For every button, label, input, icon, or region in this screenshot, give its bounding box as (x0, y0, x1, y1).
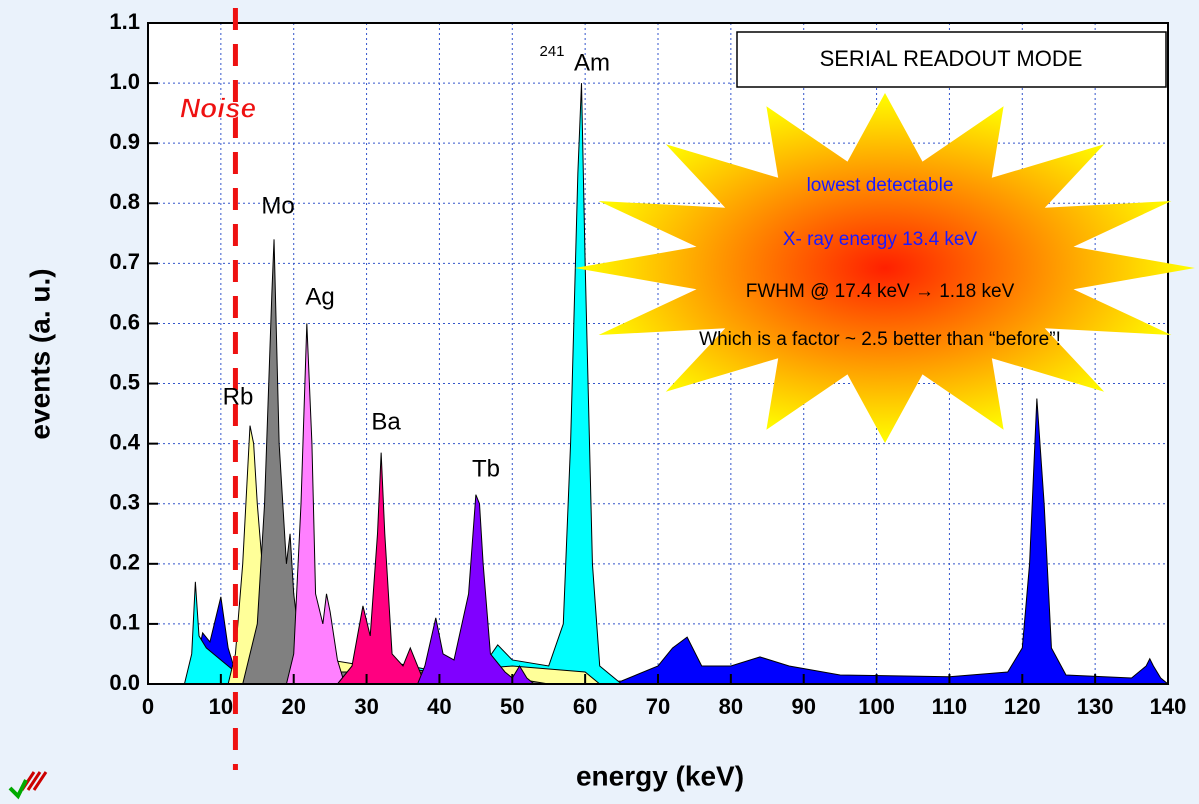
peak-label: Tb (472, 455, 500, 482)
logo-check (8, 779, 28, 800)
peak-label: Rb (223, 383, 254, 410)
y-tick-label: 0.0 (109, 670, 140, 695)
mode-box (736, 31, 1167, 88)
peak-label: Am (574, 49, 610, 76)
peak-label: Ba (371, 408, 401, 435)
x-axis-label: energy (keV) (576, 760, 744, 791)
peak-label: Mo (261, 192, 294, 219)
spectrum-area (285, 323, 346, 685)
callout-line: FWHM @ 17.4 keV → 1.18 keV (746, 281, 1015, 302)
x-tick-label: 90 (791, 694, 815, 719)
x-tick-label: 120 (1004, 694, 1041, 719)
spectrum-area (336, 452, 426, 685)
mode-label: SERIAL READOUT MODE (820, 46, 1083, 71)
x-tick-label: 110 (932, 694, 968, 719)
x-tick-label: 80 (719, 694, 743, 719)
starburst (575, 93, 1195, 443)
y-tick-label: 1.1 (109, 9, 140, 34)
x-tick-label: 140 (1150, 694, 1187, 719)
y-tick-label: 0.2 (109, 550, 140, 575)
callout-line: lowest detectable (807, 175, 954, 196)
x-tick-label: 0 (142, 694, 154, 719)
y-tick-label: 0.9 (109, 129, 140, 154)
y-axis-label: events (a. u.) (24, 268, 55, 439)
peak-label: Ag (305, 283, 334, 310)
noise-label: Noise (180, 92, 256, 123)
mass-number: 241 (539, 43, 564, 60)
spectrum-area (416, 494, 536, 685)
y-tick-label: 0.1 (109, 610, 140, 635)
x-tick-label: 70 (646, 694, 670, 719)
x-tick-label: 30 (354, 694, 378, 719)
y-tick-label: 0.6 (109, 309, 140, 334)
x-tick-label: 60 (573, 694, 597, 719)
callout-line: X- ray energy 13.4 keV (783, 229, 978, 250)
y-tick-label: 1.0 (109, 69, 140, 94)
x-tick-label: 10 (209, 694, 233, 719)
x-tick-label: 130 (1077, 694, 1114, 719)
x-tick-label: 40 (427, 694, 451, 719)
x-tick-label: 100 (858, 694, 895, 719)
x-tick-label: 50 (500, 694, 524, 719)
y-tick-label: 0.4 (109, 429, 140, 454)
y-tick-label: 0.3 (109, 490, 140, 515)
x-tick-label: 20 (281, 694, 305, 719)
y-tick-label: 0.8 (109, 189, 140, 214)
callout-line: Which is a factor ~ 2.5 better than “bef… (699, 329, 1061, 350)
y-tick-label: 0.7 (109, 249, 140, 274)
y-tick-label: 0.5 (109, 369, 140, 394)
